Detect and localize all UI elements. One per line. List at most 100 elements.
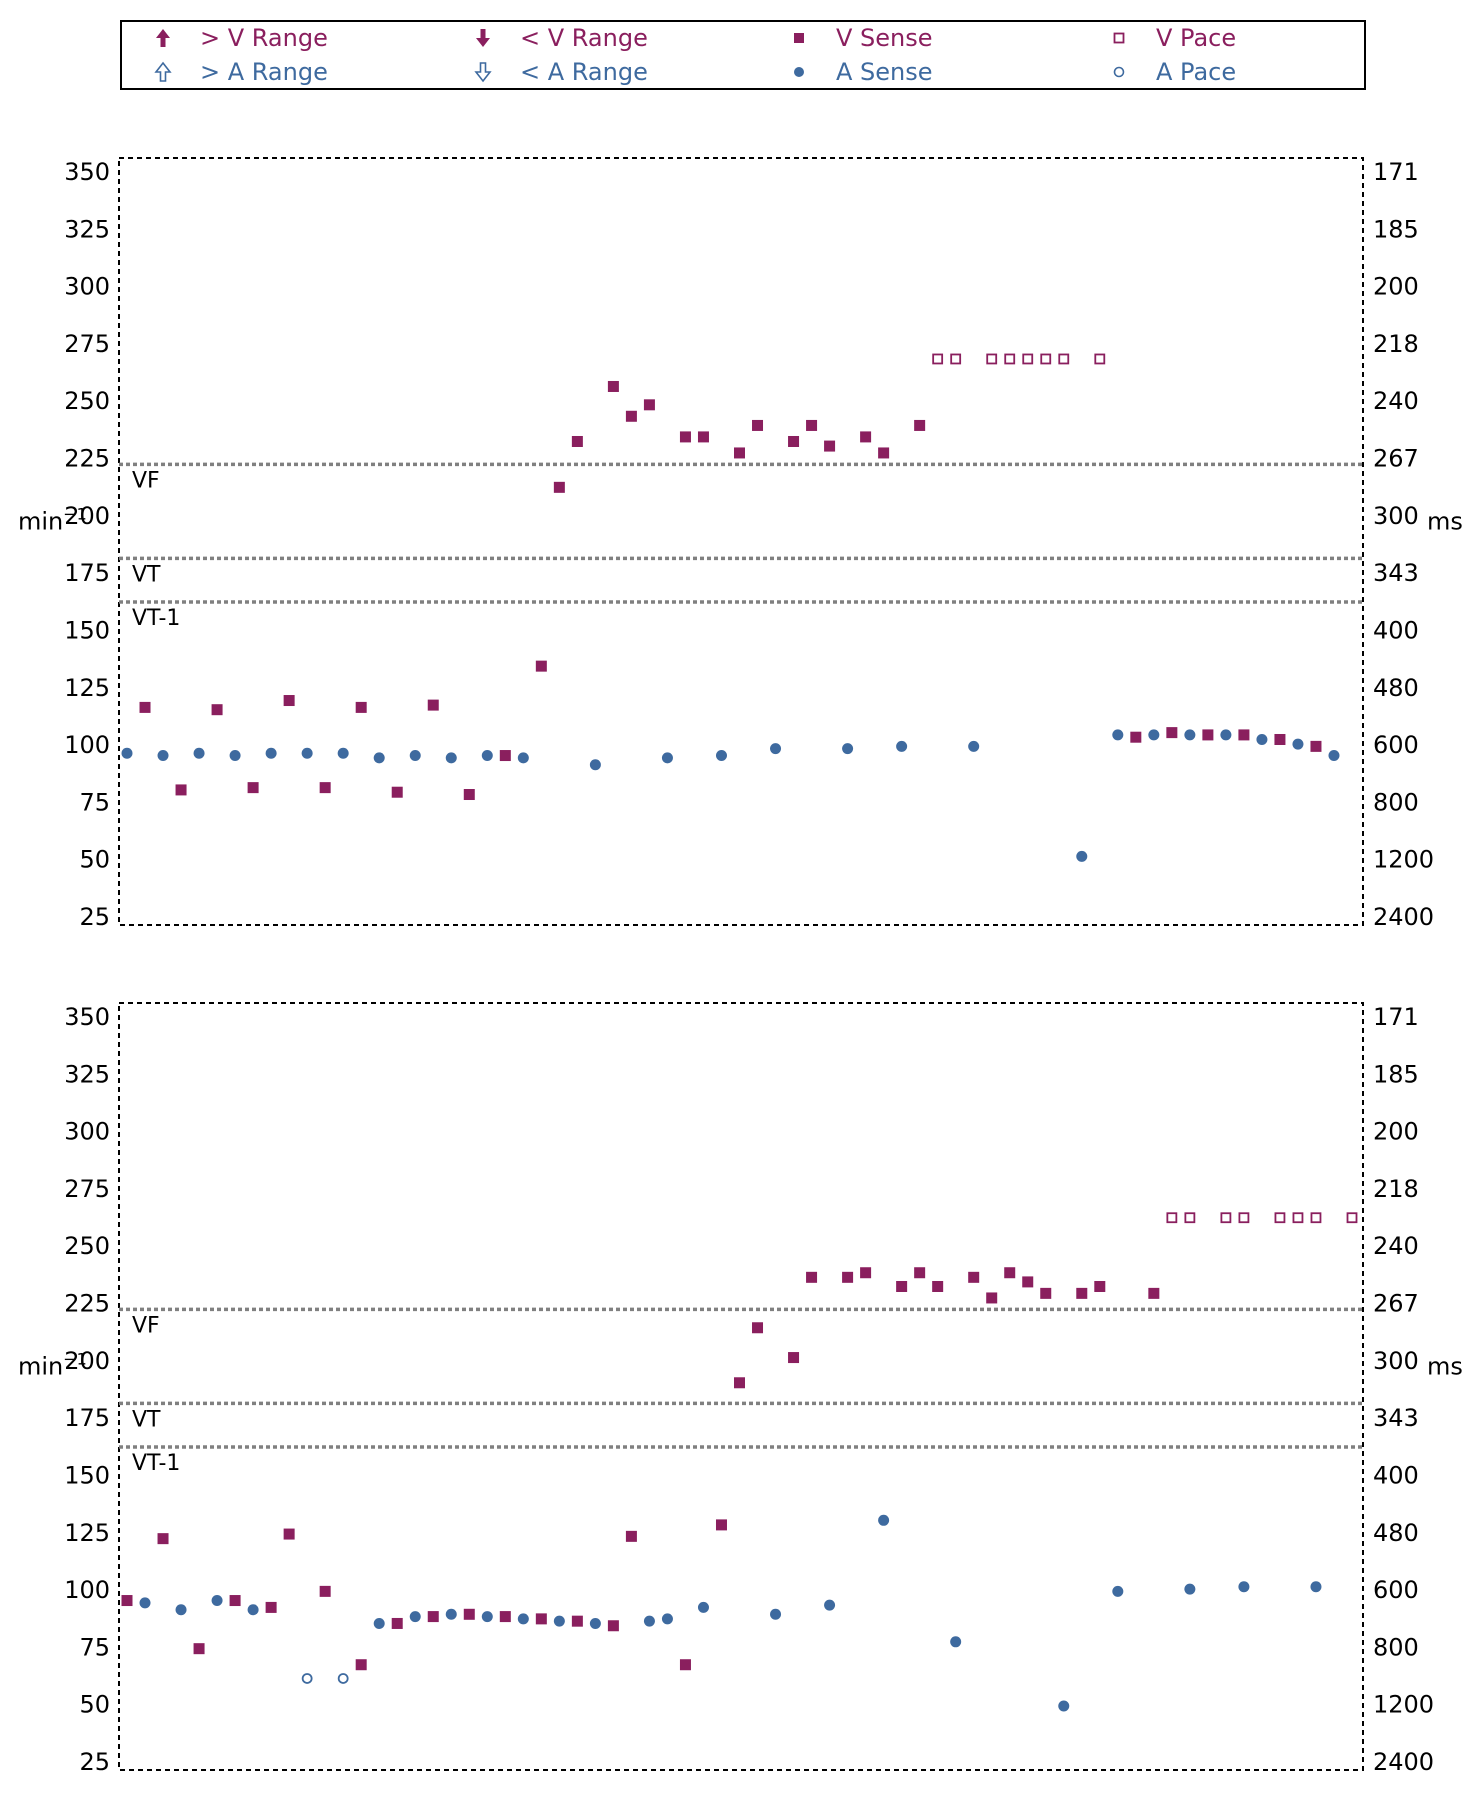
a-sense-point (950, 1636, 962, 1648)
y-tick-label-left: 325 (64, 215, 110, 243)
y-tick-label-right: 200 (1373, 273, 1419, 301)
y-tick-label-right: 218 (1373, 330, 1419, 358)
v-pace-point (1184, 1212, 1196, 1224)
y-tick-label-right: 480 (1373, 1519, 1419, 1547)
a-pace-point (301, 1673, 313, 1684)
y-tick-label-right: 800 (1373, 1633, 1419, 1661)
y-tick-label-right: 600 (1373, 731, 1419, 759)
circle-filled-icon (794, 67, 804, 77)
a-sense-point (481, 750, 493, 762)
y-tick-label-left: 50 (79, 1691, 110, 1719)
y-tick-label-left: 75 (79, 788, 110, 816)
y-axis-label-right: ms (1427, 508, 1463, 536)
legend: > V Range < V Range V Sense V Pace > A R… (120, 20, 1366, 90)
arrow-down-filled-icon (476, 29, 490, 47)
legend-label: < V Range (520, 24, 648, 52)
y-tick-label-left: 325 (64, 1060, 110, 1088)
v-sense-point (157, 1533, 169, 1545)
a-sense-point (175, 1604, 187, 1616)
legend-label: A Pace (1156, 58, 1237, 86)
v-sense-point (1076, 1287, 1088, 1299)
a-sense-point (157, 750, 169, 762)
a-sense-point (661, 1613, 673, 1625)
v-sense-point (1004, 1267, 1016, 1279)
a-sense-point (1292, 738, 1304, 750)
y-tick-label-right: 343 (1373, 559, 1419, 587)
v-sense-point (986, 1292, 998, 1304)
circle-open-icon (1113, 66, 1125, 78)
v-sense-point (1274, 733, 1286, 745)
zone-label: VT-1 (132, 606, 180, 631)
v-sense-point (932, 1280, 944, 1292)
v-sense-point (175, 784, 187, 796)
y-tick-label-right: 1200 (1373, 846, 1434, 874)
v-sense-point (193, 1643, 205, 1655)
v-sense-point (788, 435, 800, 447)
v-sense-point (842, 1271, 854, 1283)
v-pace-point (1274, 1212, 1286, 1224)
y-tick-label-right: 240 (1373, 387, 1419, 415)
y-tick-label-right: 300 (1373, 502, 1419, 530)
v-pace-point (1310, 1212, 1322, 1224)
v-pace-point (1022, 353, 1034, 365)
v-sense-point (247, 782, 259, 794)
v-sense-point (860, 431, 872, 443)
y-tick-label-left: 75 (79, 1633, 110, 1661)
a-sense-point (1328, 750, 1340, 762)
y-axis-label-right: ms (1427, 1353, 1463, 1381)
v-sense-point (535, 1613, 547, 1625)
y-tick-label-right: 267 (1373, 1290, 1419, 1318)
a-sense-point (1112, 1585, 1124, 1597)
v-pace-point (932, 353, 944, 365)
v-sense-point (607, 1620, 619, 1632)
y-axis-label-exponent: −1 (63, 1350, 87, 1369)
v-sense-point (968, 1271, 980, 1283)
y-tick-label-right: 240 (1373, 1232, 1419, 1260)
v-sense-point (788, 1352, 800, 1364)
a-sense-point (337, 747, 349, 759)
v-sense-point (139, 701, 151, 713)
v-sense-point (571, 435, 583, 447)
y-axis-label-exponent: −1 (63, 505, 87, 524)
a-sense-point (715, 750, 727, 762)
y-tick-label-left: 25 (79, 903, 110, 931)
v-sense-point (607, 380, 619, 392)
arrow-down-open-icon (474, 62, 492, 83)
a-sense-point (1148, 729, 1160, 741)
a-sense-point (1256, 733, 1268, 745)
legend-label: A Sense (836, 58, 933, 86)
y-tick-label-left: 350 (64, 158, 110, 186)
legend-label: V Sense (836, 24, 933, 52)
v-sense-point (697, 431, 709, 443)
a-sense-point (1310, 1581, 1322, 1593)
v-sense-point (679, 1659, 691, 1671)
a-sense-point (409, 750, 421, 762)
a-sense-point (770, 743, 782, 755)
v-pace-point (1004, 353, 1016, 365)
a-sense-point (301, 747, 313, 759)
v-sense-point (283, 1528, 295, 1540)
square-filled-icon (794, 33, 804, 43)
legend-label: > A Range (200, 58, 328, 86)
a-sense-point (643, 1615, 655, 1627)
a-sense-point (661, 752, 673, 764)
a-sense-point (553, 1615, 565, 1627)
v-sense-point (319, 1585, 331, 1597)
v-sense-point (1148, 1287, 1160, 1299)
v-pace-point (1040, 353, 1052, 365)
v-sense-point (752, 419, 764, 431)
v-sense-point (121, 1595, 133, 1607)
v-sense-point (806, 419, 818, 431)
y-tick-label-left: 225 (64, 445, 110, 473)
y-tick-label-right: 800 (1373, 788, 1419, 816)
rate-chart-top: 350 171 325 185 300 200 275 218 250 240 225 267 200 3… (18, 157, 1463, 931)
a-sense-point (968, 740, 980, 752)
v-pace-point (950, 353, 962, 365)
v-sense-point (391, 1617, 403, 1629)
y-tick-label-left: 150 (64, 616, 110, 644)
y-tick-label-right: 171 (1373, 158, 1419, 186)
a-sense-point (445, 1608, 457, 1620)
v-sense-point (391, 786, 403, 798)
v-sense-point (355, 701, 367, 713)
zone-label: VT (132, 562, 161, 587)
